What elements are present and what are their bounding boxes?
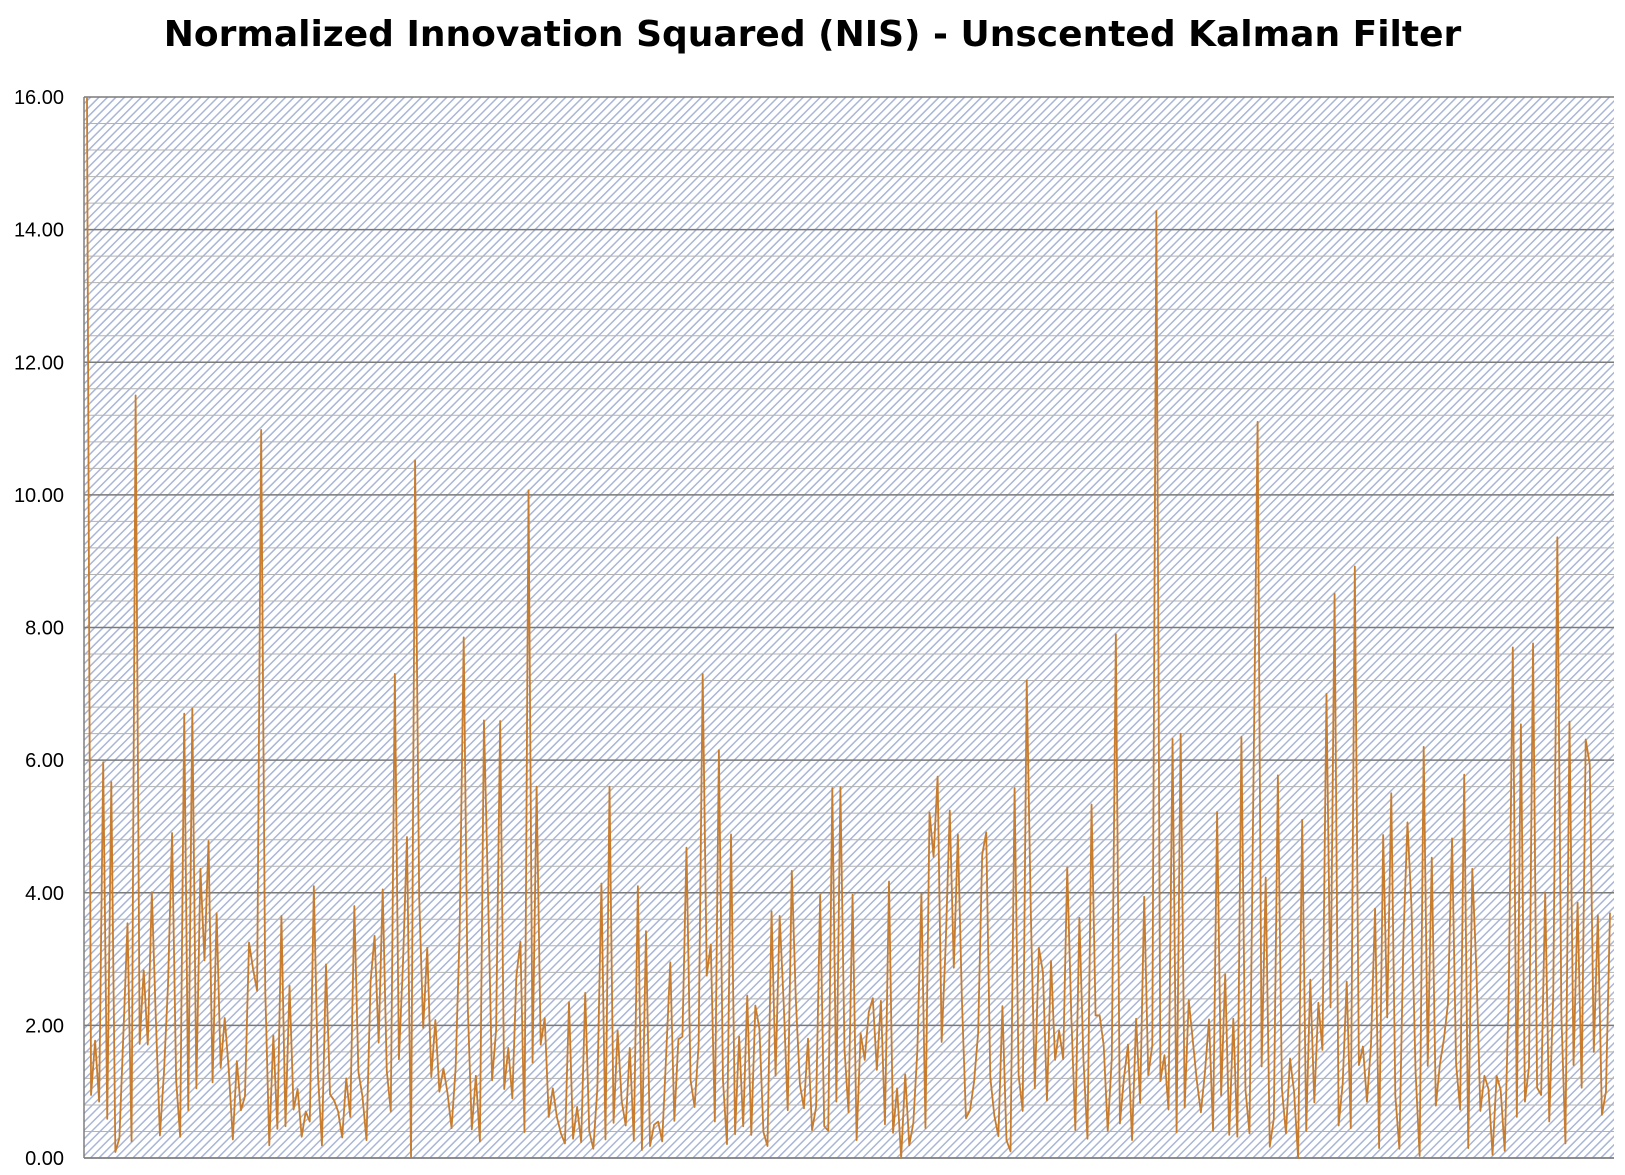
y-tick-label: 6.00 xyxy=(25,750,64,772)
y-tick-label: 12.00 xyxy=(14,352,64,374)
minor-gridlines xyxy=(84,123,1614,1132)
y-tick-label: 8.00 xyxy=(25,618,64,640)
y-tick-label: 4.00 xyxy=(25,883,64,905)
y-tick-label: 10.00 xyxy=(14,485,64,507)
y-tick-label: 0.00 xyxy=(25,1148,64,1170)
y-tick-label: 16.00 xyxy=(14,87,64,109)
y-tick-label: 14.00 xyxy=(14,220,64,242)
y-axis-tick-labels: 0.00 2.00 4.00 6.00 8.00 10.00 12.00 14.00 16.00 xyxy=(14,87,64,1170)
chart-title: Normalized Innovation Squared (NIS) - Un… xyxy=(163,14,1462,55)
y-tick-label: 2.00 xyxy=(25,1015,64,1037)
nis-series-line xyxy=(86,96,1611,1159)
